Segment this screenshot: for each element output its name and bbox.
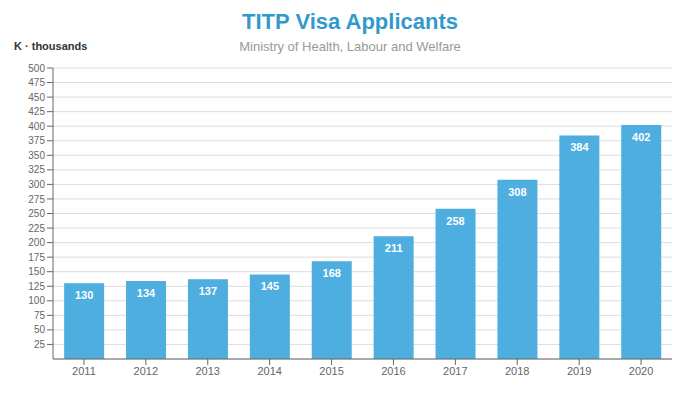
svg-text:145: 145 (261, 280, 279, 292)
svg-text:500: 500 (28, 63, 45, 74)
svg-text:150: 150 (28, 266, 45, 277)
svg-text:300: 300 (28, 179, 45, 190)
svg-text:350: 350 (28, 150, 45, 161)
svg-text:400: 400 (28, 121, 45, 132)
svg-text:137: 137 (199, 285, 217, 297)
svg-text:308: 308 (508, 186, 526, 198)
svg-text:211: 211 (385, 242, 403, 254)
svg-text:2016: 2016 (381, 365, 405, 377)
svg-text:2017: 2017 (443, 365, 467, 377)
svg-text:50: 50 (34, 324, 46, 335)
svg-text:402: 402 (632, 131, 650, 143)
svg-text:2020: 2020 (629, 365, 653, 377)
svg-text:25: 25 (34, 339, 46, 350)
svg-text:475: 475 (28, 77, 45, 88)
svg-text:168: 168 (323, 267, 341, 279)
svg-text:425: 425 (28, 106, 45, 117)
svg-text:325: 325 (28, 164, 45, 175)
svg-text:450: 450 (28, 92, 45, 103)
svg-text:2011: 2011 (72, 365, 96, 377)
html-text:TITP Visa Applicants: TITP Visa Applicants (242, 9, 458, 34)
svg-text:75: 75 (34, 310, 46, 321)
svg-text:258: 258 (446, 215, 464, 227)
svg-text:2018: 2018 (505, 365, 529, 377)
svg-text:384: 384 (570, 141, 589, 153)
svg-text:175: 175 (28, 252, 45, 263)
svg-text:2012: 2012 (134, 365, 158, 377)
svg-text:125: 125 (28, 281, 45, 292)
svg-text:375: 375 (28, 135, 45, 146)
svg-text:134: 134 (137, 287, 156, 299)
svg-text:250: 250 (28, 208, 45, 219)
svg-text:2019: 2019 (567, 365, 591, 377)
svg-text:100: 100 (28, 295, 45, 306)
html-text:Ministry of Health, Labour and: Ministry of Health, Labour and Welfare (239, 39, 461, 54)
svg-text:200: 200 (28, 237, 45, 248)
html-text:K · thousands: K · thousands (14, 40, 88, 52)
svg-text:2014: 2014 (257, 365, 281, 377)
svg-text:2015: 2015 (319, 365, 343, 377)
svg-text:275: 275 (28, 194, 45, 205)
svg-text:2013: 2013 (196, 365, 220, 377)
svg-text:225: 225 (28, 223, 45, 234)
svg-text:130: 130 (75, 289, 93, 301)
